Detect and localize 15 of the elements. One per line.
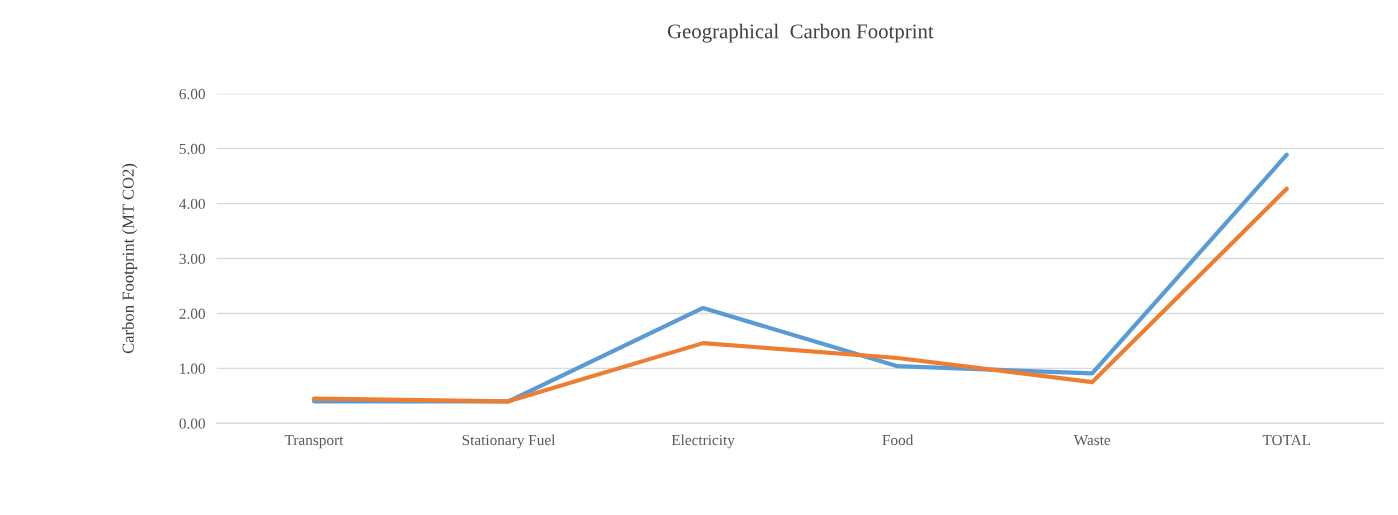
- y-axis-title: Carbon Footprint (MT CO2): [122, 163, 138, 354]
- x-tick-label: Waste: [1073, 435, 1111, 446]
- y-tick-label: 5.00: [179, 143, 205, 155]
- y-tick-label: 3.00: [179, 253, 205, 265]
- x-tick-label: Food: [882, 434, 914, 446]
- x-tick-label: Electricity: [671, 434, 735, 449]
- chart-title: Geographical Carbon Footprint: [667, 23, 934, 43]
- y-tick-label: 6.00: [179, 88, 205, 100]
- x-tick-label: Stationary Fuel: [462, 434, 556, 449]
- y-tick-label: 0.00: [179, 418, 205, 429]
- y-tick-label: 4.00: [179, 198, 205, 210]
- x-tick-label: TOTAL: [1262, 434, 1311, 446]
- y-tick-label: 1.00: [180, 363, 205, 374]
- y-tick-label: 2.00: [179, 308, 205, 319]
- x-tick-label: Transport: [284, 435, 344, 449]
